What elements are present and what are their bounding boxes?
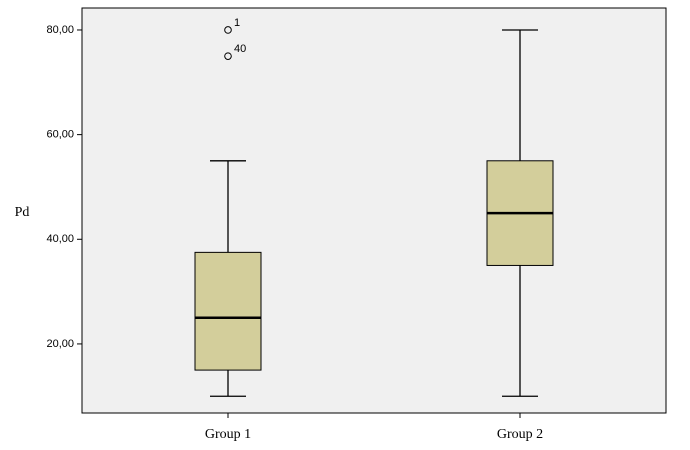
plot-area: [81, 7, 667, 414]
y-tick-label: 20,00: [46, 338, 74, 350]
x-tick-label: Group 2: [497, 427, 543, 442]
y-axis-label: Pd: [15, 205, 30, 220]
outlier-label: 1: [234, 17, 240, 29]
box: [194, 251, 262, 371]
outlier-label: 40: [234, 43, 246, 55]
outlier: [224, 26, 232, 34]
y-tick-label: 40,00: [46, 233, 74, 245]
y-tick-label: 80,00: [46, 24, 74, 36]
x-tick-label: Group 1: [205, 427, 251, 442]
y-tick-label: 60,00: [46, 129, 74, 141]
outlier: [224, 52, 232, 60]
